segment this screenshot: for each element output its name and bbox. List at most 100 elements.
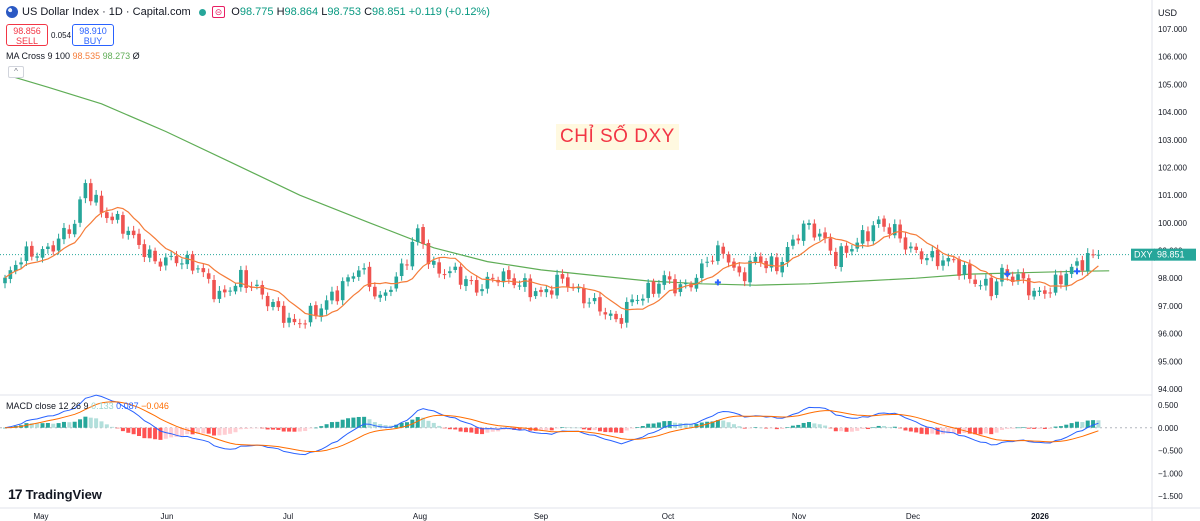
candle-body [994,281,999,295]
macd-hist-bar [501,427,506,430]
macd-hist-bar [764,427,769,429]
candle-body [946,257,951,262]
price-tick-label: 104.000 [1158,108,1187,117]
macd-hist-bar [206,427,211,434]
macd-hist-bar [61,421,66,428]
macd-hist-bar [367,419,372,428]
candle-body [930,251,935,258]
candle-body [1091,254,1095,256]
macd-hist-bar [715,420,720,428]
candle-body [303,323,307,325]
macd-hist-bar [110,426,115,428]
ma-indicator-legend[interactable]: MA Cross 9 100 98.535 98.273 Ø [6,51,140,61]
candle-body [657,283,661,294]
macd-hist-bar [394,424,399,428]
macd-hist-bar [635,427,640,428]
candle-body [662,275,667,285]
candle-body [212,279,216,300]
macd-hist-bar [785,427,790,428]
macd-axis[interactable]: 0.500 0.000 −0.500 −1.000 −1.500 [1158,401,1183,501]
candle-body [373,286,377,297]
candle-body [201,268,206,273]
symbol-header[interactable]: US Dollar Index · 1D · Capital.com ⊝ O98… [6,6,490,18]
flag-icon [6,6,18,18]
candle-body [314,305,318,317]
macd-line [4,394,1099,456]
candle-body [925,258,929,261]
candle-body [834,251,838,267]
candle-body [1021,272,1026,279]
candle-body [619,318,624,324]
candle-body [474,280,479,293]
macd-hist-bar [796,424,801,428]
macd-hist-bar [973,427,978,435]
candle-body [528,278,533,298]
macd-hist-bar [560,427,565,428]
candle-body [817,233,822,237]
candle-body [126,230,131,235]
candle-body [485,276,490,289]
buy-button[interactable]: 98.910 BUY [72,24,114,46]
sell-button[interactable]: 98.856 SELL [6,24,48,46]
macd-hist-bar [630,427,635,429]
candle-body [587,302,592,304]
macd-hist-bar [287,427,292,432]
macd-hist-bar [480,427,485,435]
macd-hist-bar [651,423,656,428]
macd-hist-bar [158,427,163,440]
ma-fast-line [4,206,1099,318]
candle-body [1032,290,1036,297]
candle-body [555,274,559,296]
candle-body [217,290,222,299]
candle-body [410,241,415,267]
candle-body [523,278,527,287]
sell-price: 98.856 [13,26,41,36]
macd-hist-bar [324,424,329,428]
symbol-title[interactable]: US Dollar Index · 1D · Capital.com [22,6,191,18]
macd-hist-bar [656,422,661,428]
candle-body [78,199,82,223]
macd-hist-bar [790,425,795,428]
macd-hist-bar [1010,427,1015,429]
macd-hist-bar [147,427,152,439]
candle-body [415,228,420,242]
macd-hist-bar [748,427,753,429]
cross-markers [714,268,1080,286]
buy-label: BUY [83,36,103,46]
candle-body [255,284,259,286]
macd-hist-bar [753,427,758,428]
macd-hist-bar [994,427,999,433]
macd-hist-bar [185,427,190,435]
tradingview-logo[interactable]: 17 TradingView [8,486,102,502]
candle-body [287,317,291,323]
candle-body [389,289,393,292]
currency-label[interactable]: USD [1158,8,1178,18]
macd-hist-bar [737,426,742,428]
candle-body [844,245,849,253]
macd-hist-bar [104,424,109,428]
eye-off-icon[interactable]: ⊝ [211,6,226,18]
candle-body [855,242,860,249]
macd-hist-bar [260,427,265,429]
candle-body [624,301,629,323]
macd-hist-bar [378,424,383,428]
candle-body [335,290,340,302]
candle-body [239,269,243,288]
chart-annotation: CHỈ SỐ DXY [556,124,679,150]
macd-hist-bar [908,427,913,432]
macd-hist-bar [592,427,597,431]
ma-slow-line [10,75,1110,286]
time-axis[interactable]: May Jun Jul Aug Sep Oct Nov Dec 2026 [33,512,1049,521]
candle-body [24,246,29,262]
macd-legend[interactable]: MACD close 12 26 9 0.133 0.087 −0.046 [6,401,169,411]
candle-body [968,264,972,279]
collapse-chevron-icon[interactable]: ^ [8,66,24,78]
candle-body [142,244,147,258]
macd-hist-bar [828,427,833,429]
candle-body [1059,275,1063,285]
macd-hist-bar [351,417,356,428]
candle-body [651,281,656,294]
candle-body [1043,290,1047,294]
candle-body [458,266,463,285]
